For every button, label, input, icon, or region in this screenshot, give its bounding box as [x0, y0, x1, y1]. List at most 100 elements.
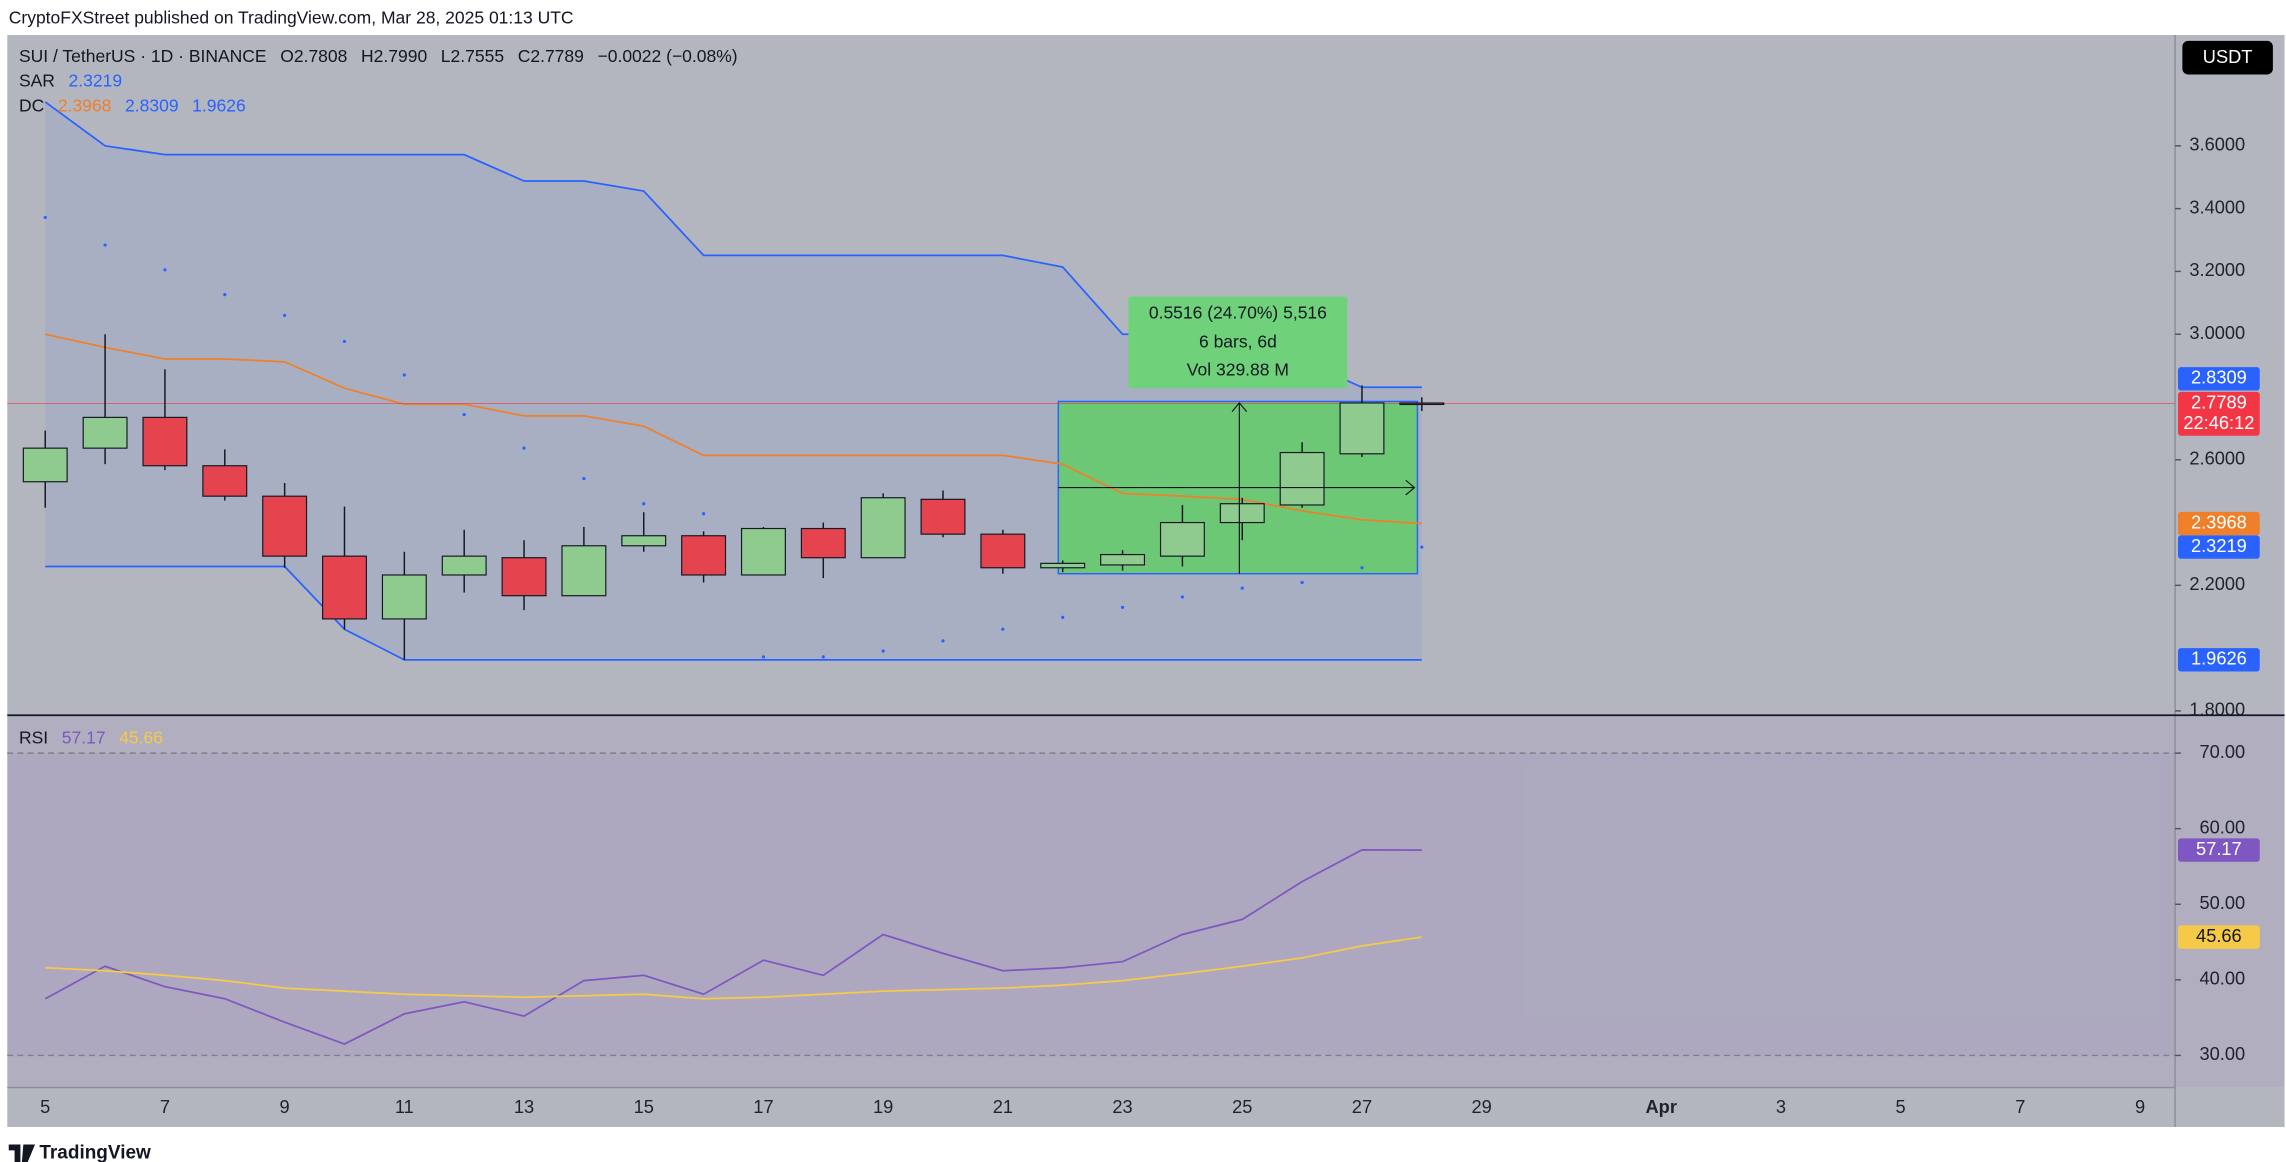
sar-dot: [1360, 566, 1364, 570]
candle-body: [381, 574, 427, 620]
y-tick-label: 3.4000: [2189, 196, 2245, 217]
candle-body: [501, 557, 547, 597]
candle-body: [142, 416, 188, 467]
dc-upper-label: 2.8309: [2191, 367, 2247, 388]
candle-body: [441, 555, 487, 576]
legend-low: L2.7555: [441, 46, 504, 66]
legend-close: C2.7789: [518, 46, 584, 66]
candle-body: [561, 545, 607, 597]
sar-dot: [642, 502, 646, 506]
candle-body: [621, 535, 667, 547]
y-tick-label: 3.0000: [2189, 322, 2245, 343]
candle-body: [860, 497, 906, 559]
x-tick-label: 29: [1472, 1096, 1492, 1117]
dc-basis-label-box: [2177, 511, 2260, 536]
rsi-line: [44, 848, 1422, 1046]
sar-dot: [1300, 580, 1304, 585]
candle-body: [22, 447, 68, 483]
sar-dot: [1180, 595, 1185, 599]
y-tick-label: 30.00: [2200, 1043, 2246, 1064]
sar-label: 2.3219: [2191, 535, 2247, 556]
dc-upper-label-box: [2177, 367, 2260, 391]
candle-body: [1040, 562, 1086, 569]
candle-body: [920, 498, 966, 535]
sar-dot: [223, 293, 227, 297]
candle-body: [322, 555, 367, 620]
y-tick-label: 40.00: [2200, 968, 2246, 989]
price-label-box: [2177, 391, 2260, 436]
x-tick-label: 17: [753, 1096, 773, 1117]
legend-change: −0.0022 (−0.08%): [598, 46, 738, 66]
candle-body: [202, 465, 248, 497]
x-tick-label: 21: [993, 1096, 1013, 1117]
measure-bars: 6 bars, 6d: [1199, 332, 1277, 352]
brand-logo: [8, 1144, 36, 1162]
x-tick-label: 5: [1896, 1096, 1906, 1117]
currency-button[interactable]: [2182, 40, 2273, 75]
x-tick-label: Apr: [1646, 1096, 1677, 1117]
sar-dot: [402, 373, 406, 377]
sar-dot: [462, 412, 466, 417]
x-tick-label: 5: [40, 1096, 50, 1117]
sar-value: 2.3219: [69, 70, 123, 90]
dc-basis-label: 2.3968: [2191, 511, 2247, 532]
sar-dot: [821, 655, 825, 659]
dc-upper-value: 2.8309: [125, 95, 179, 115]
rsi-label: 45.66: [2196, 925, 2242, 946]
measure-label-box: [1128, 296, 1348, 389]
dc-name: DC: [19, 95, 44, 115]
sar-dot: [761, 655, 766, 659]
rsi-ma-value: 45.66: [119, 727, 163, 747]
plot-layer: 0.5516 (24.70%) 5,516 6 bars, 6d Vol 329.8…: [7, 101, 2176, 1057]
x-tick-label: 3: [1776, 1096, 1786, 1117]
time-axis: [7, 1087, 2285, 1127]
y-tick-label: 1.8000: [2189, 699, 2245, 720]
rsi-band-fill: [7, 753, 2176, 1056]
legend-high: H2.7990: [361, 46, 427, 66]
sar-dot: [103, 243, 107, 247]
dc-lower-value: 1.9626: [192, 95, 246, 115]
sar-dot: [881, 649, 885, 653]
x-tick-label: 11: [395, 1096, 414, 1117]
candle-body: [262, 495, 308, 557]
y-tick-label: 3.6000: [2189, 134, 2245, 155]
brand-name: TradingView: [39, 1142, 151, 1162]
candle-body: [980, 533, 1026, 569]
rsi-value: 57.17: [62, 727, 106, 747]
currency-label[interactable]: USDT: [2203, 46, 2253, 67]
rsi-line: [45, 936, 1422, 1000]
rsi-pane: [7, 715, 2285, 1088]
brand: TradingView: [8, 1142, 151, 1162]
dc-line: [45, 333, 1422, 525]
sar-dot: [1240, 586, 1244, 590]
dc-basis-value: 2.3968: [58, 95, 112, 115]
candle-body: [740, 527, 786, 576]
candle-body: [1159, 521, 1205, 557]
sar-label-box: [2177, 535, 2260, 559]
rsi-label-box: [2177, 838, 2260, 862]
candle-body: [681, 535, 727, 576]
rsi-name: RSI: [19, 727, 48, 747]
sar-dot: [1120, 605, 1125, 609]
candle-body: [1279, 451, 1325, 506]
candle-body: [1219, 503, 1265, 524]
x-tick-label: 13: [514, 1096, 534, 1117]
rsi-legend: RSI 57.17 45.66: [19, 727, 163, 747]
sar-legend: SAR 2.3219: [19, 70, 122, 90]
x-tick-label: 23: [1112, 1096, 1132, 1117]
x-tick-label: 9: [280, 1096, 290, 1117]
y-tick-label: 2.2000: [2189, 573, 2245, 594]
measure-arrowhead: [1231, 401, 1248, 413]
candle-body: [82, 416, 128, 449]
candle-body: [1100, 553, 1146, 566]
sar-dot: [582, 476, 586, 481]
sar-dot: [43, 215, 47, 220]
x-tick-label: 7: [160, 1096, 170, 1117]
candle-body: [800, 527, 846, 559]
sar-dot: [1001, 627, 1005, 631]
dc-lower-label-box: [2177, 648, 2260, 672]
dc-legend: DC 2.3968 2.8309 1.9626: [19, 95, 246, 115]
symbol-legend: SUI / TetherUS · 1D · BINANCE O2.7808 H2…: [19, 46, 738, 66]
y-tick-label: 2.6000: [2189, 448, 2245, 469]
